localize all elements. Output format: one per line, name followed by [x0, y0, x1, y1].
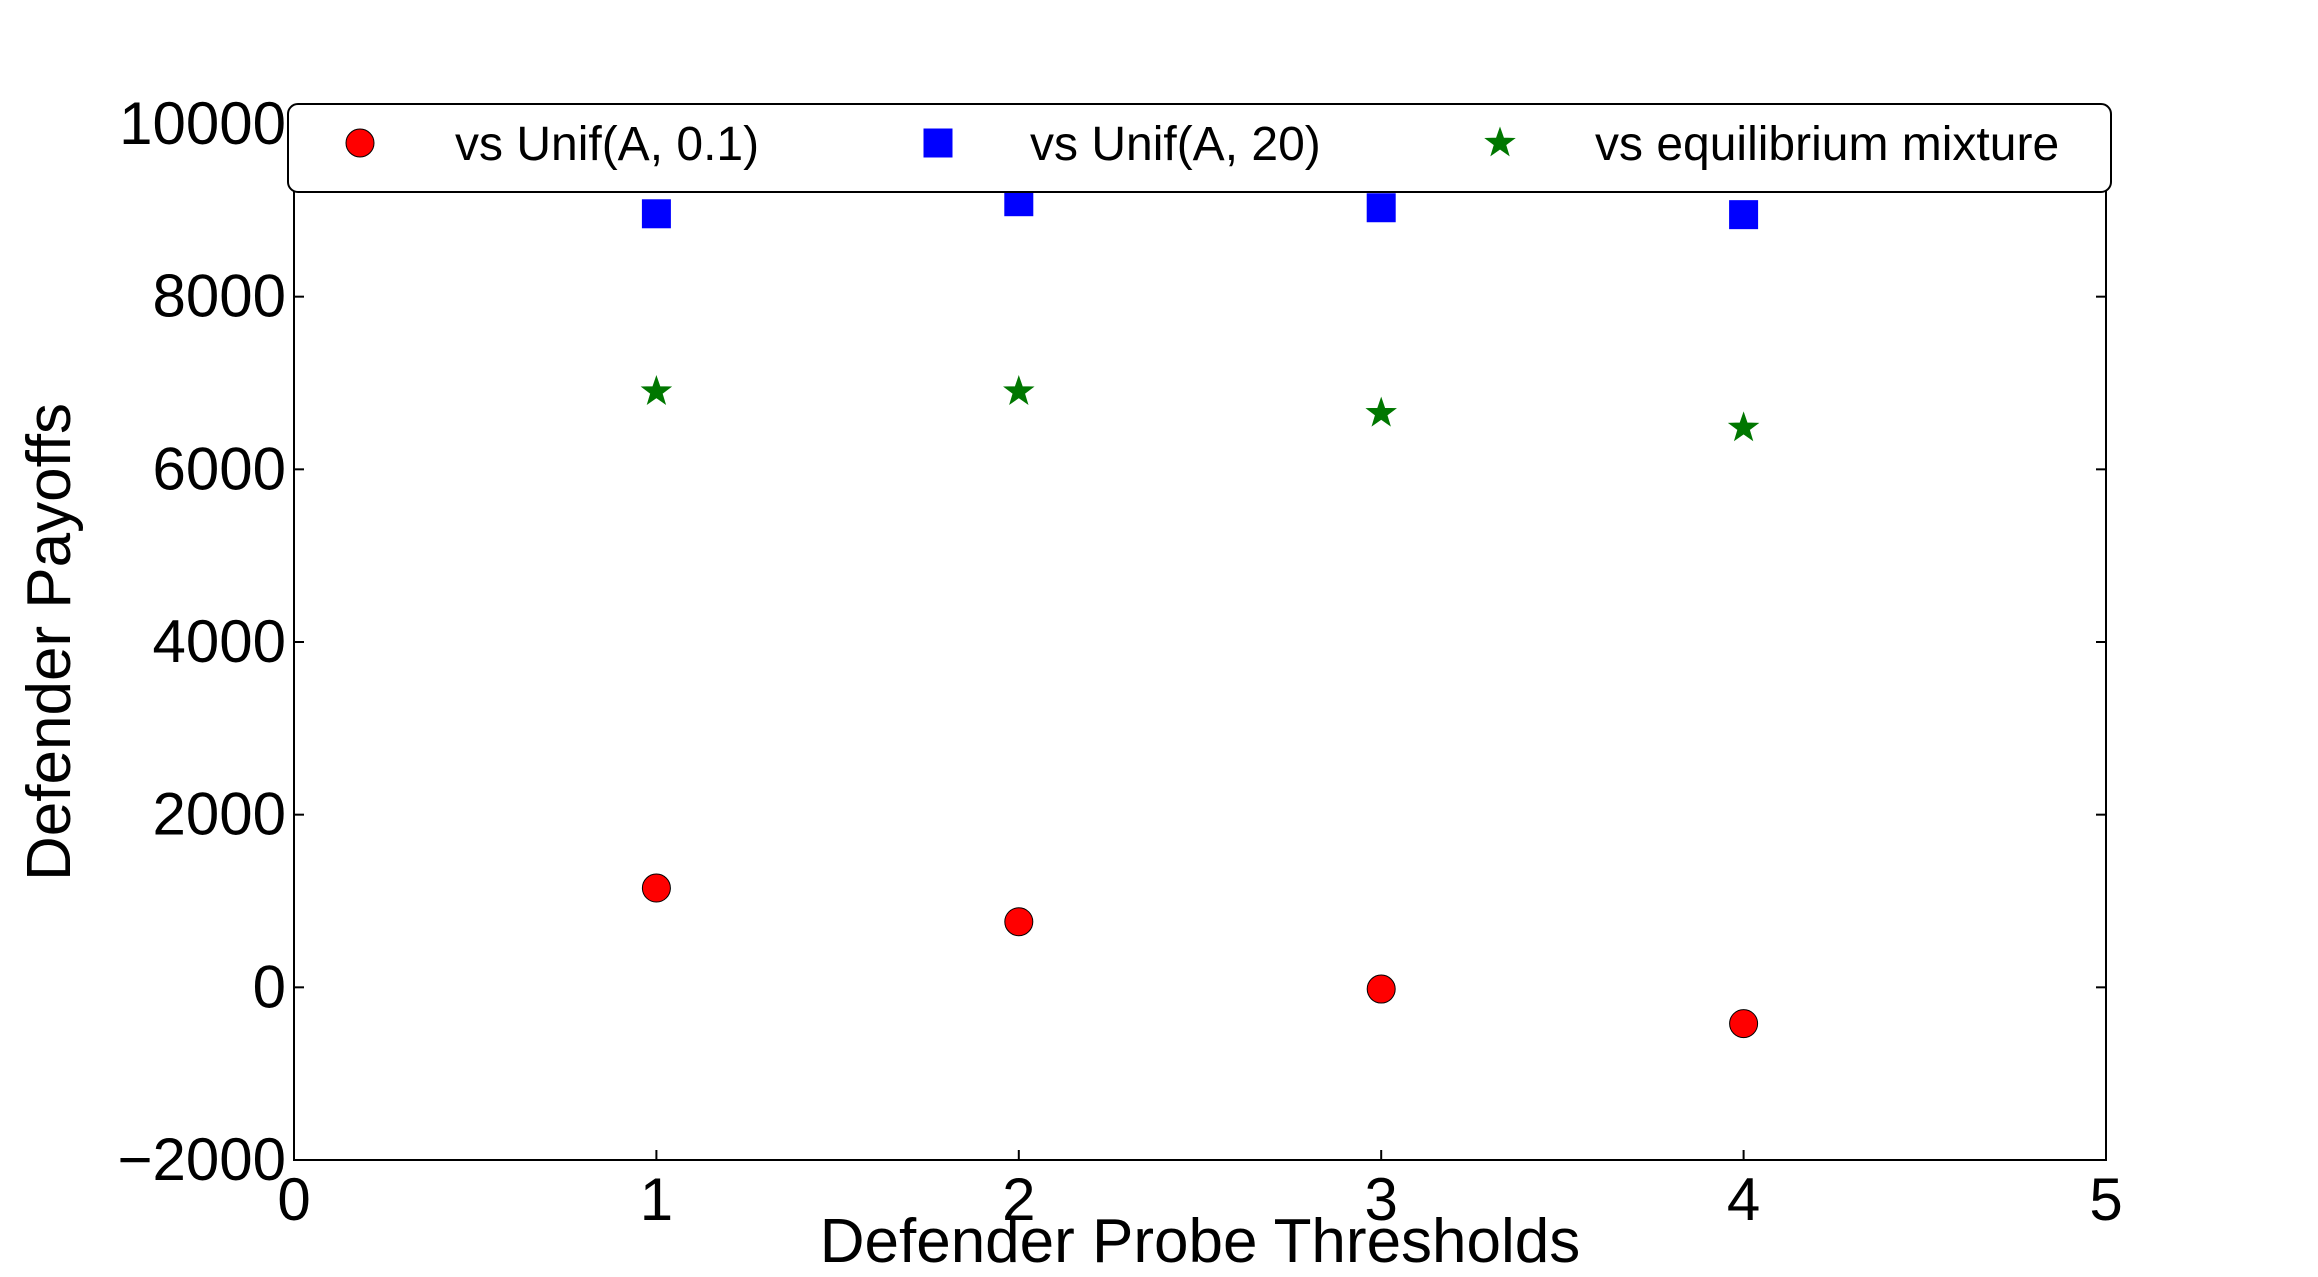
legend-label: vs equilibrium mixture	[1595, 118, 2059, 171]
x-tick-label: 0	[277, 1166, 310, 1233]
y-axis-title: Defender Payoffs	[15, 403, 84, 881]
y-tick-label: 0	[253, 953, 286, 1020]
x-tick-label: 5	[2089, 1166, 2122, 1233]
legend-marker-circle	[345, 128, 375, 158]
data-point-circle	[641, 873, 671, 903]
x-axis-title: Defender Probe Thresholds	[820, 1207, 1581, 1276]
y-tick-label: −2000	[117, 1126, 286, 1193]
x-tick-label: 1	[640, 1166, 673, 1233]
data-point-star	[1727, 411, 1760, 442]
data-point-circle	[1366, 974, 1396, 1004]
data-point-square	[1729, 200, 1759, 230]
legend-label: vs Unif(A, 0.1)	[455, 118, 759, 171]
x-tick-label: 2	[1002, 1166, 1035, 1233]
legend-label: vs Unif(A, 20)	[1030, 118, 1321, 171]
data-point-star	[1003, 375, 1035, 406]
legend: vs Unif(A, 0.1) vs Unif(A, 20) vs equilibr…	[287, 103, 2112, 193]
y-tick-label: 10000	[119, 90, 286, 157]
legend-marker-square	[923, 128, 953, 158]
legend-marker-star	[1484, 126, 1516, 157]
data-point-star	[640, 375, 673, 406]
data-point-square	[641, 199, 671, 229]
data-point-circle	[1729, 1009, 1759, 1039]
y-tick-label: 4000	[153, 608, 286, 675]
data-point-square	[1366, 193, 1396, 223]
x-tick-label: 4	[1727, 1166, 1760, 1233]
x-tick-label: 3	[1365, 1166, 1398, 1233]
data-point-star	[1365, 396, 1397, 427]
legend-box	[287, 103, 2112, 193]
y-tick-label: 8000	[153, 263, 286, 330]
plot-area	[293, 123, 2107, 1161]
y-tick-label: 2000	[153, 781, 286, 848]
y-tick-label: 6000	[153, 435, 286, 502]
data-point-circle	[1004, 907, 1034, 937]
